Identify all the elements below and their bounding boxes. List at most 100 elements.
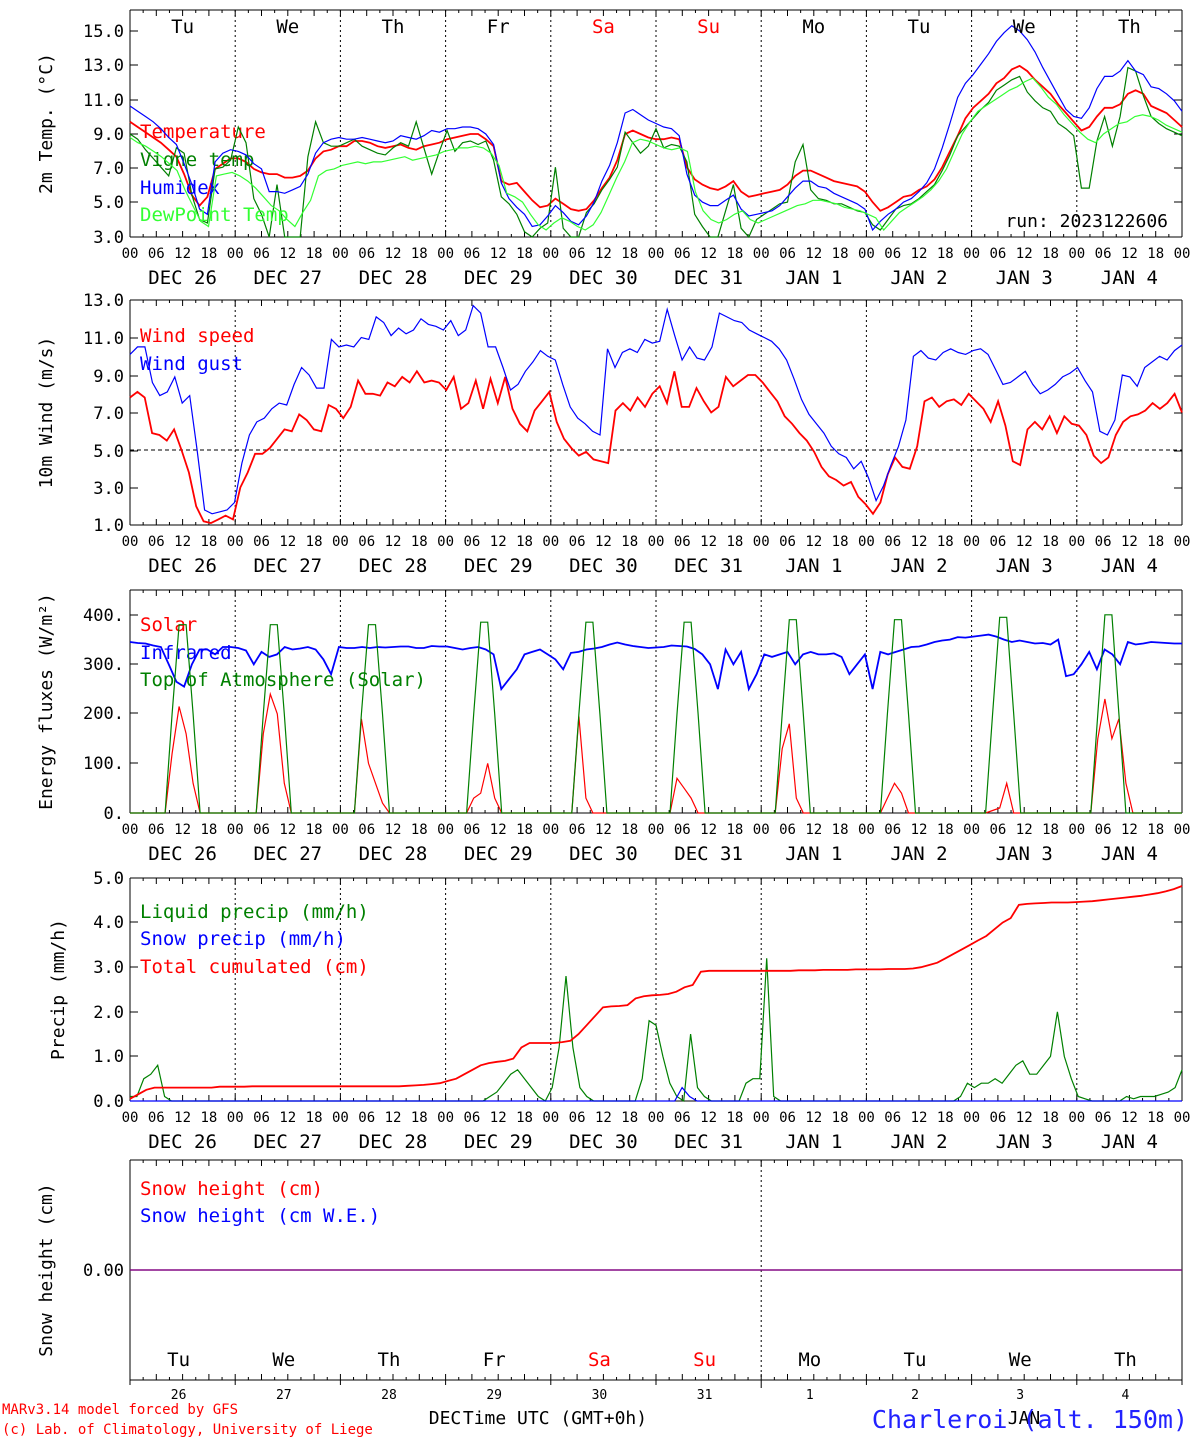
- date-label: DEC 27: [253, 843, 322, 865]
- hour-tick-label: 18: [1042, 822, 1059, 838]
- hour-tick-label: 06: [884, 1110, 901, 1126]
- hour-tick-label: 18: [306, 1110, 323, 1126]
- y-tick-label: 5.0: [93, 193, 124, 213]
- date-label: DEC 26: [148, 843, 217, 865]
- hour-tick-label: 12: [1016, 1110, 1033, 1126]
- hour-tick-label: 12: [911, 822, 928, 838]
- hour-tick-label: 06: [779, 246, 796, 262]
- hour-tick-label: 06: [884, 822, 901, 838]
- date-label: DEC 31: [674, 843, 743, 865]
- bottom-xlabel: Time UTC (GMT+0h): [463, 1408, 647, 1429]
- hour-tick-label: 00: [648, 246, 665, 262]
- series-line: [129, 633, 1182, 692]
- hour-tick-label: 18: [516, 1110, 533, 1126]
- hour-tick-label: 06: [884, 246, 901, 262]
- hour-tick-label: 12: [279, 534, 296, 550]
- y-tick-label: 3.0: [93, 479, 124, 499]
- weekday-label: Su: [693, 1349, 716, 1371]
- hour-tick-label: 06: [569, 246, 586, 262]
- credit-line-1: MARv3.14 model forced by GFS: [2, 1402, 238, 1418]
- hour-tick-label: 18: [832, 1110, 849, 1126]
- date-label: JAN 4: [1101, 1131, 1158, 1153]
- hour-tick-label: 06: [989, 822, 1006, 838]
- y-tick-label: 0.: [104, 804, 124, 824]
- legend-entry: Vigne temp: [140, 149, 254, 171]
- weekday-label: We: [1009, 1349, 1032, 1371]
- hour-tick-label: 18: [516, 534, 533, 550]
- date-label: DEC 26: [148, 555, 217, 577]
- date-label: DEC 30: [569, 267, 638, 289]
- y-tick-label: 0.00: [83, 1261, 124, 1281]
- y-tick-label: 9.0: [93, 125, 124, 145]
- date-label: DEC 27: [253, 555, 322, 577]
- date-label: DEC 28: [359, 1131, 428, 1153]
- hour-tick-label: 12: [279, 246, 296, 262]
- hour-tick-label: 06: [569, 534, 586, 550]
- y-tick-label: 4.0: [93, 913, 124, 933]
- date-label: DEC 28: [359, 267, 428, 289]
- hour-tick-label: 12: [911, 1110, 928, 1126]
- y-axis-label: 10m Wind (m/s): [36, 337, 57, 489]
- hour-tick-label: 06: [779, 1110, 796, 1126]
- hour-tick-label: 06: [674, 822, 691, 838]
- hour-tick-label: 18: [937, 246, 954, 262]
- hour-tick-label: 12: [174, 822, 191, 838]
- hour-tick-label: 18: [306, 534, 323, 550]
- wind-panel: 13.0 11.0 9.0 7.0 5.0 3.0 1.0 10m Wind (m/s) Win…: [36, 291, 1190, 577]
- hour-tick-label: 00: [542, 822, 559, 838]
- hour-tick-label: 18: [832, 822, 849, 838]
- hour-tick-label: 18: [621, 246, 638, 262]
- hour-tick-label: 06: [358, 246, 375, 262]
- hour-tick-label: 12: [385, 534, 402, 550]
- hour-tick-label: 18: [937, 1110, 954, 1126]
- hour-tick-label: 00: [963, 822, 980, 838]
- series-line: [129, 24, 1183, 232]
- date-label: DEC 30: [569, 1131, 638, 1153]
- y-tick-label: 100.: [83, 754, 124, 774]
- series-line: [130, 1086, 1182, 1102]
- date-label: DEC 26: [148, 1131, 217, 1153]
- hour-tick-label: 18: [1147, 534, 1164, 550]
- y-tick-label: 11.0: [83, 329, 124, 349]
- weekday-label: Fr: [483, 1349, 506, 1371]
- date-label: DEC 29: [464, 843, 533, 865]
- hour-tick-label: 00: [542, 534, 559, 550]
- hour-tick-label: 06: [148, 246, 165, 262]
- hour-tick-label: 18: [411, 534, 428, 550]
- series-line: [129, 885, 1183, 1100]
- precip-panel: 5.0 4.0 3.0 2.0 1.0 0.0 Precip (mm/h) Liquid pr…: [48, 869, 1190, 1153]
- series-line: [129, 64, 1183, 212]
- hour-tick-label: 12: [595, 1110, 612, 1126]
- y-tick-label: 5.0: [93, 442, 124, 462]
- y-tick-label: 3.0: [93, 958, 124, 978]
- date-label: JAN 3: [996, 267, 1053, 289]
- date-label: DEC 26: [148, 267, 217, 289]
- hour-tick-label: 12: [490, 1110, 507, 1126]
- date-label: JAN 2: [890, 267, 947, 289]
- hour-tick-label: 00: [753, 534, 770, 550]
- hour-tick-label: 00: [332, 246, 349, 262]
- hour-tick-label: 06: [1095, 822, 1112, 838]
- hour-tick-label: 12: [490, 534, 507, 550]
- y-tick-label: 0.0: [93, 1092, 124, 1112]
- date-label: JAN 2: [890, 843, 947, 865]
- hour-tick-label: 06: [569, 822, 586, 838]
- snow-panel: 0.00 Snow height (cm) Snow height (cm) Snow…: [36, 1159, 1183, 1403]
- weekday-label: Tu: [908, 16, 931, 38]
- hour-tick-label: 00: [122, 1110, 139, 1126]
- hour-tick-label: 00: [858, 246, 875, 262]
- hour-tick-label: 18: [726, 1110, 743, 1126]
- day-number-label: 30: [592, 1388, 608, 1403]
- hour-tick-label: 06: [779, 822, 796, 838]
- hour-tick-label: 00: [122, 822, 139, 838]
- hour-tick-label: 06: [148, 534, 165, 550]
- hour-tick-label: 18: [832, 534, 849, 550]
- hour-tick-label: 06: [463, 246, 480, 262]
- hour-tick-label: 12: [1121, 534, 1138, 550]
- hour-tick-label: 12: [490, 246, 507, 262]
- series-line: [129, 304, 1183, 515]
- weekday-label: Tu: [167, 1349, 190, 1371]
- hour-tick-label: 18: [1147, 246, 1164, 262]
- legend-entry: Snow height (cm): [140, 1178, 323, 1200]
